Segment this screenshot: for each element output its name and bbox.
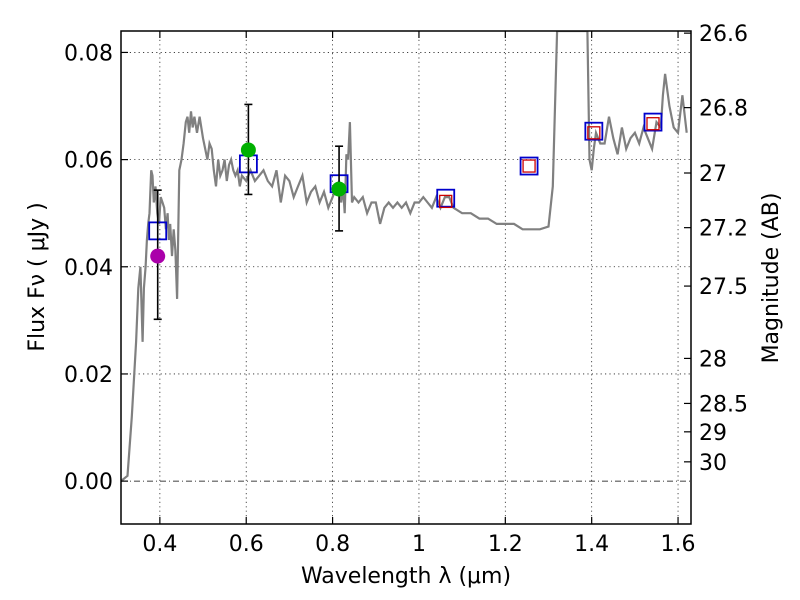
x-tick-label: 1.4 [574, 532, 609, 557]
x-tick-label: 0.6 [229, 532, 264, 557]
y2-tick-label: 30 [699, 451, 727, 476]
y-tick-label: 0.02 [64, 363, 113, 388]
y-tick-label: 0.08 [64, 41, 113, 66]
y2-tick-label: 29 [699, 421, 727, 446]
y-tick-label: 0.06 [64, 149, 113, 174]
model-square-marker [584, 121, 604, 141]
y2-tick-label: 28.5 [699, 392, 748, 417]
red-square-marker [587, 126, 601, 140]
x-tick-label: 1.2 [488, 532, 523, 557]
y2-tick-label: 28 [699, 347, 727, 372]
y2-tick-label: 27.5 [699, 275, 748, 300]
red-square-marker [439, 194, 453, 209]
y-tick-label: 0.04 [64, 256, 113, 281]
x-tick-label: 0.8 [315, 532, 350, 557]
x-tick-label: 1.6 [661, 532, 696, 557]
model-square-marker [519, 156, 539, 176]
y-axis-label: Flux Fν ( μJy ) [25, 202, 50, 351]
spectrum-line [121, 31, 688, 482]
model-square-marker [643, 112, 663, 132]
y2-tick-label: 27.2 [699, 217, 748, 242]
grid-layer [121, 31, 691, 524]
y2-axis-label: Magnitude (AB) [759, 193, 784, 364]
x-tick-label: 0.4 [142, 532, 177, 557]
plot-frame [120, 30, 692, 525]
model-square-marker [436, 188, 456, 208]
green-observed-point [331, 181, 347, 197]
red-square-marker [522, 159, 536, 173]
x-tick-label: 1 [412, 532, 426, 557]
y2-tick-label: 26.6 [699, 22, 748, 47]
x-axis-label: Wavelength λ (μm) [301, 564, 511, 589]
data-layer [121, 31, 688, 482]
y2-tick-label: 26.8 [699, 97, 748, 122]
y2-tick-label: 27 [699, 162, 727, 187]
magenta-observed-point [150, 248, 166, 264]
red-square-marker [646, 117, 660, 131]
y-tick-label: 0.00 [64, 470, 113, 495]
green-observed-point [240, 142, 256, 158]
axes-layer: 0.4 0.6 0.8 1 1.2 1.4 1.6 0.00 0.02 0.04 0.06 0.08 2… [64, 22, 748, 557]
